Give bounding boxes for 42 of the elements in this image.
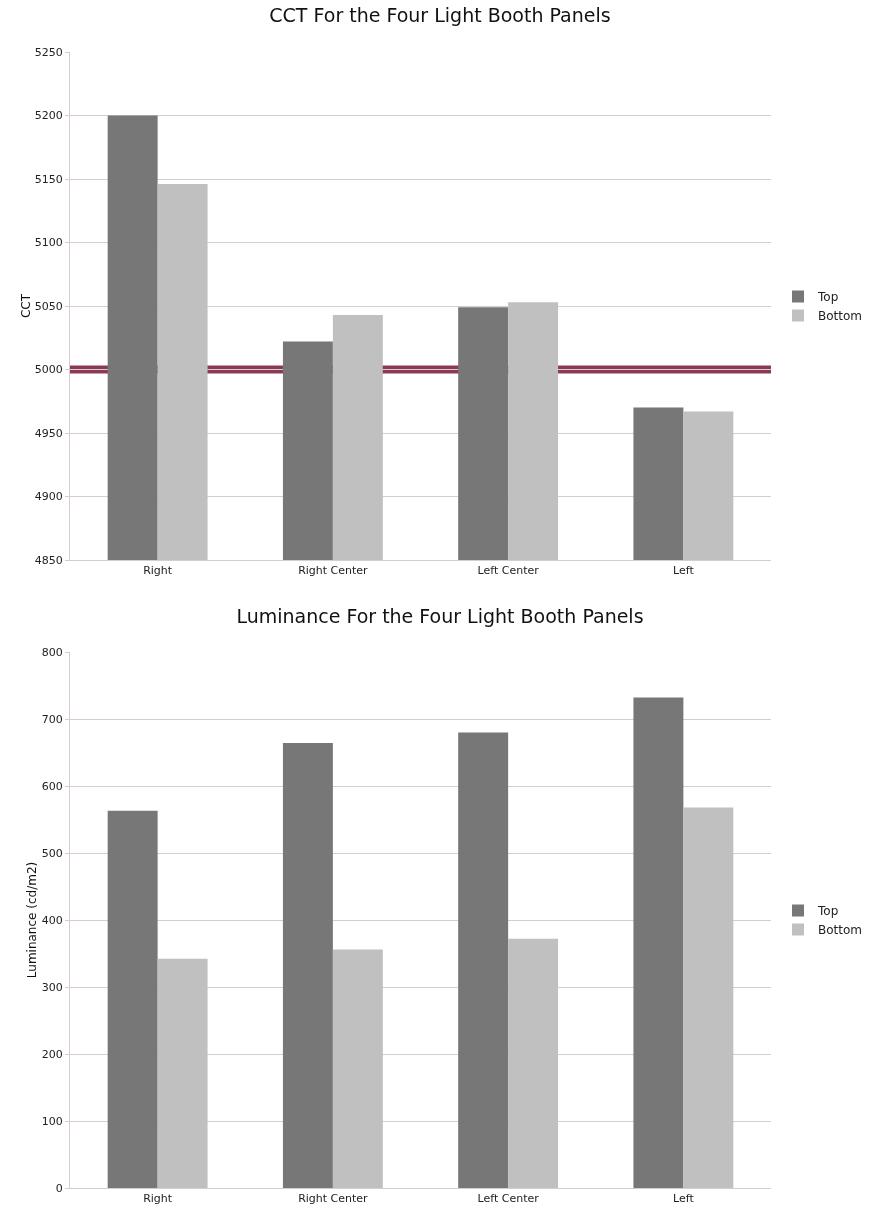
y-tick-label: 800 <box>41 645 63 659</box>
y-tick-label: 500 <box>41 846 63 860</box>
y-tick-label: 200 <box>41 1047 63 1061</box>
y-tick-label: 5000 <box>34 363 63 377</box>
y-tick-label: 400 <box>41 913 63 927</box>
y-tick-label: 0 <box>55 1181 63 1195</box>
y-tick-label: 5100 <box>34 236 63 250</box>
x-tick-label: Right Center <box>298 564 369 578</box>
y-tick-label: 700 <box>41 712 63 726</box>
y-tick-label: 5150 <box>34 172 63 186</box>
y-tick-label: 300 <box>41 980 63 994</box>
x-tick-label: Right <box>143 1192 173 1206</box>
x-tick-label: Left Center <box>477 1192 540 1206</box>
y-tick-label: 600 <box>41 779 63 793</box>
y-tick-label: 100 <box>41 1114 63 1128</box>
legend-label: Bottom <box>818 309 863 324</box>
y-tick-label: 5050 <box>34 299 63 313</box>
legend-label: Bottom <box>818 923 863 938</box>
bar <box>332 949 383 1188</box>
y-tick-label: 4900 <box>34 490 63 504</box>
y-tick-label: 5250 <box>34 45 63 59</box>
bar <box>157 958 208 1188</box>
x-tick-label: Left <box>673 564 695 578</box>
y-tick-label: 4950 <box>34 426 63 440</box>
x-tick-label: Left <box>673 1192 695 1206</box>
bar <box>508 938 559 1188</box>
bar <box>282 743 333 1188</box>
bar <box>458 732 509 1188</box>
x-tick-label: Left Center <box>477 564 540 578</box>
y-axis-title: Luminance (cd/m2) <box>25 861 39 979</box>
chart-title: CCT For the Four Light Booth Panels <box>269 4 611 27</box>
bar <box>107 810 158 1188</box>
y-axis-title: CCT <box>18 293 33 319</box>
chart-title: Luminance For the Four Light Booth Panels <box>236 604 644 627</box>
y-tick-label: 5200 <box>34 109 63 123</box>
bar <box>633 697 684 1188</box>
x-tick-label: Right <box>143 564 173 578</box>
y-tick-label: 4850 <box>34 553 63 567</box>
bar <box>683 807 734 1188</box>
legend-label: Top <box>817 290 839 305</box>
x-tick-label: Right Center <box>298 1192 369 1206</box>
legend-label: Top <box>817 904 839 919</box>
